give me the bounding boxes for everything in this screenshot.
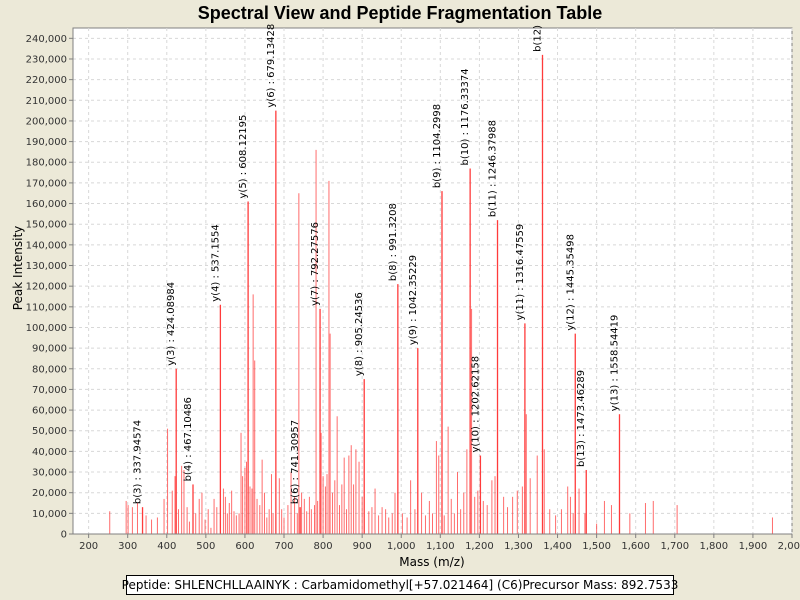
- x-tick-label: 1,500: [582, 541, 611, 552]
- peak-bars: [109, 54, 773, 534]
- peak-label: y(5) : 608.12195: [238, 115, 249, 199]
- y-tick-label: 110,000: [26, 302, 67, 313]
- x-tick-label: 700: [274, 541, 293, 552]
- peak-label: y(10) : 1202.62158: [470, 356, 481, 453]
- peak-label: b(13) : 1473.46289: [576, 370, 587, 467]
- x-tick-label: 1,000: [387, 541, 416, 552]
- y-tick-label: 120,000: [26, 282, 67, 293]
- x-axis-label: Mass (m/z): [399, 555, 464, 569]
- peak-label: y(12) : 1445.35498: [565, 234, 576, 331]
- y-tick-label: 140,000: [26, 240, 67, 251]
- x-tick-label: 1,300: [504, 541, 533, 552]
- peak-label: b(8) : 991.3208: [388, 203, 399, 281]
- x-tick-label: 1,200: [465, 541, 494, 552]
- separator: :: [293, 578, 298, 592]
- x-tick-label: 1,100: [426, 541, 455, 552]
- y-tick-label: 200,000: [26, 116, 67, 127]
- peak-label: b(9) : 1104.2998: [432, 104, 443, 188]
- grid: [73, 28, 793, 535]
- x-tick-label: 800: [314, 541, 333, 552]
- peak-label: y(8) : 905.24536: [354, 292, 365, 376]
- peak-label: b(10) : 1176.33374: [460, 68, 471, 165]
- peak-label: b(12): [532, 25, 543, 52]
- y-tick-label: 230,000: [26, 54, 67, 65]
- y-axis-label: Peak Intensity: [11, 226, 25, 311]
- peptide-sequence: SHLENCHLLAAINYK: [174, 578, 290, 592]
- y-tick-label: 190,000: [26, 137, 67, 148]
- y-tick-label: 220,000: [26, 75, 67, 86]
- y-tick-label: 90,000: [32, 344, 67, 355]
- y-tick-label: 40,000: [32, 447, 67, 458]
- y-tick-label: 30,000: [32, 468, 67, 479]
- peak-label: b(6) : 741.30957: [290, 420, 301, 504]
- x-tick-label: 500: [196, 541, 215, 552]
- y-tick-label: 170,000: [26, 178, 67, 189]
- x-tick-label: 900: [353, 541, 372, 552]
- peak-label: y(13) : 1558.54419: [609, 315, 620, 412]
- x-tick-label: 300: [118, 541, 137, 552]
- peak-label: y(11) : 1316.47559: [515, 224, 526, 321]
- x-tick-label: 1,900: [739, 541, 768, 552]
- peak-label: y(4) : 537.1554: [210, 224, 221, 302]
- peak-label: y(6) : 679.13428: [266, 24, 277, 108]
- peak-labels: b(3) : 337.94574 y(3) : 424.08984 b(4) : 4…: [133, 24, 621, 504]
- y-tick-label: 130,000: [26, 261, 67, 272]
- y-tick-label: 180,000: [26, 158, 67, 169]
- y-tick-label: 160,000: [26, 199, 67, 210]
- y-tick-label: 100,000: [26, 323, 67, 334]
- x-tick-label: 1,600: [621, 541, 650, 552]
- y-tick-label: 210,000: [26, 96, 67, 107]
- x-tick-label: 1,400: [543, 541, 572, 552]
- peak-label: y(3) : 424.08984: [166, 282, 177, 366]
- y-tick-label: 70,000: [32, 385, 67, 396]
- y-tick-label: 20,000: [32, 488, 67, 499]
- chart-title: Spectral View and Peptide Fragmentation …: [197, 3, 603, 23]
- y-tick-label: 10,000: [32, 509, 67, 520]
- peak-label: y(7) : 792.27576: [310, 222, 321, 306]
- y-tick-label: 80,000: [32, 364, 67, 375]
- peak-label: b(11) : 1246.37988: [488, 120, 499, 217]
- peptide-info-box: Peptide: SHLENCHLLAAINYK : Carbamidometh…: [122, 575, 678, 595]
- y-tick-label: 240,000: [26, 34, 67, 45]
- x-tick-label: 1,800: [700, 541, 729, 552]
- precursor-mass: 892.7533: [621, 578, 679, 592]
- peak-label: b(4) : 467.10486: [183, 397, 194, 481]
- peptide-label: Peptide:: [121, 578, 171, 592]
- x-tick-label: 200: [79, 541, 98, 552]
- y-tick-label: 0: [61, 530, 67, 541]
- y-tick-label: 150,000: [26, 220, 67, 231]
- precursor-label: Precursor Mass:: [522, 578, 618, 592]
- x-tick-label: 2,000: [778, 541, 800, 552]
- x-tick-label: 1,700: [660, 541, 689, 552]
- axes: 200 300 400 500 600 700 800 900 1,000 1,100 1,200 1…: [26, 28, 800, 552]
- y-tick-label: 60,000: [32, 406, 67, 417]
- y-tick-label: 50,000: [32, 426, 67, 437]
- peak-label: y(9) : 1042.35229: [408, 255, 419, 345]
- peak-label: b(3) : 337.94574: [133, 420, 144, 504]
- x-tick-label: 600: [235, 541, 254, 552]
- modification: Carbamidomethyl[+57.021464] (C6): [301, 578, 523, 592]
- x-tick-label: 400: [157, 541, 176, 552]
